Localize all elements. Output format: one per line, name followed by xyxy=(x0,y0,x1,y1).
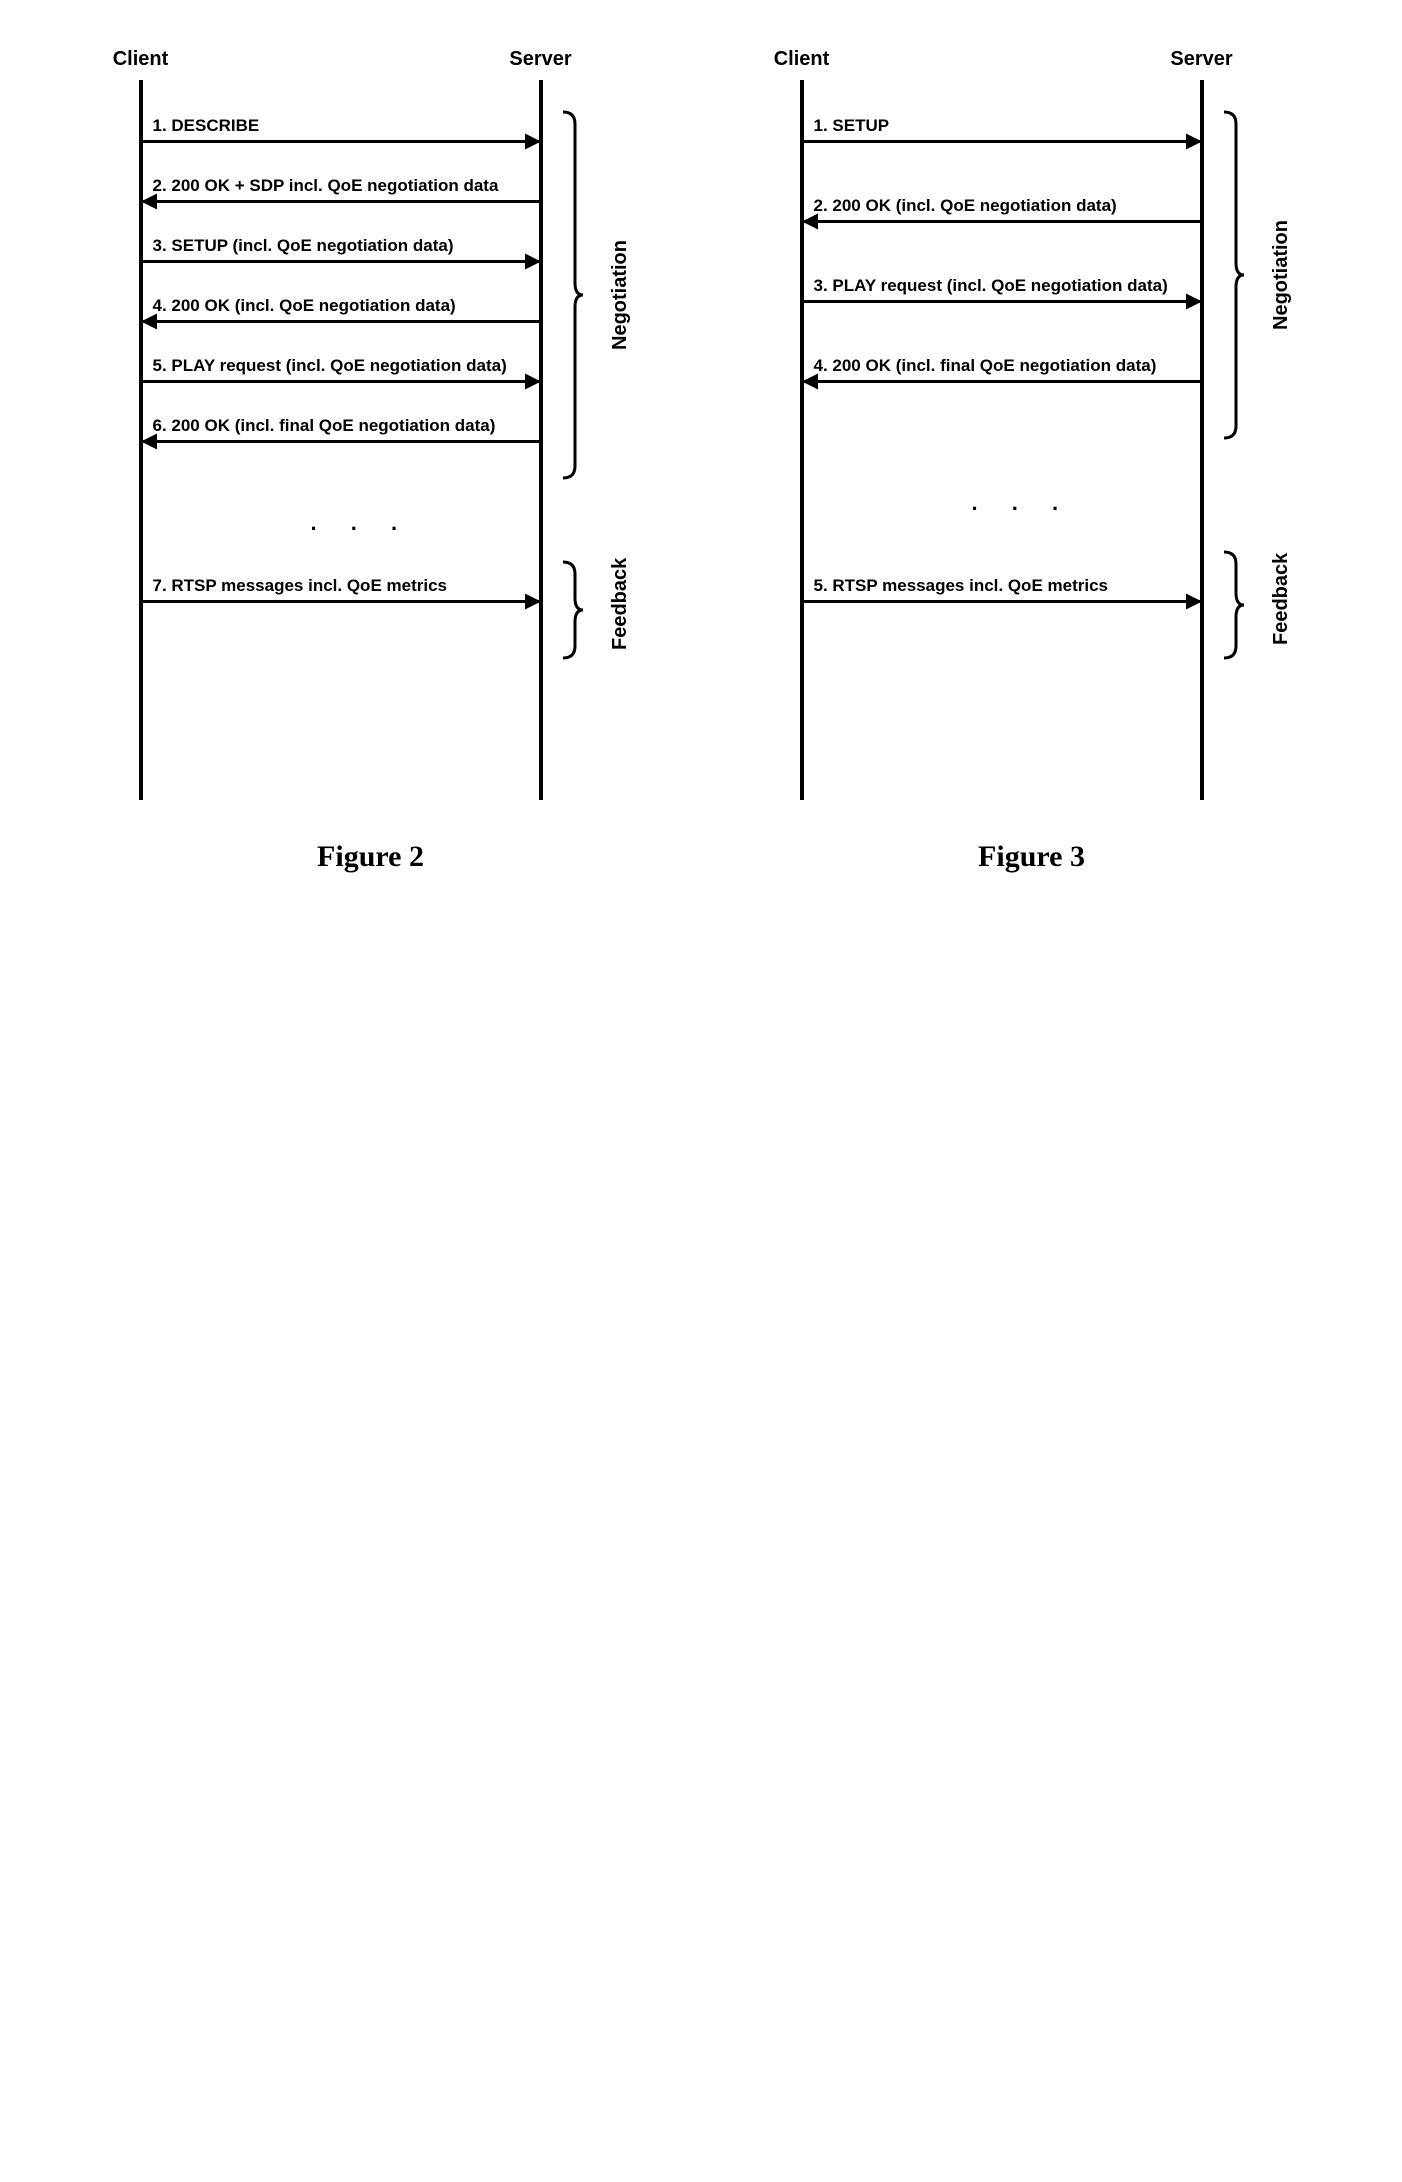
client-label: Client xyxy=(774,48,830,71)
server-label: Server xyxy=(509,48,571,71)
arrow-head-left-icon xyxy=(141,194,157,210)
sequence-diagram-fig2: Client Server 1. DESCRIBE 2. 200 OK + SDP i… xyxy=(91,40,651,800)
brace-label: Feedback xyxy=(609,558,632,650)
message-label: 7. RTSP messages incl. QoE metrics xyxy=(153,576,448,596)
message-label: 3. SETUP (incl. QoE negotiation data) xyxy=(153,236,454,256)
arrow-head-right-icon xyxy=(525,594,541,610)
figure-2: Client Server 1. DESCRIBE 2. 200 OK + SDP i… xyxy=(91,40,651,874)
brace-label: Negotiation xyxy=(609,240,632,350)
brace-icon xyxy=(1222,110,1244,440)
sequence-diagram-fig3: Client Server 1. SETUP 2. 200 OK (incl. QoE… xyxy=(752,40,1312,800)
message-arrow-line xyxy=(804,140,1200,143)
message-arrow-line xyxy=(143,440,539,443)
message-arrow-line xyxy=(143,200,539,203)
figure-2-caption: Figure 2 xyxy=(317,840,424,874)
message-arrow-line xyxy=(143,320,539,323)
message-arrow-line xyxy=(143,260,539,263)
server-lifeline xyxy=(1200,80,1204,800)
arrow-head-left-icon xyxy=(141,314,157,330)
message-label: 5. RTSP messages incl. QoE metrics xyxy=(814,576,1109,596)
arrow-head-right-icon xyxy=(525,254,541,270)
ellipsis-dots: . . . xyxy=(972,490,1073,516)
message-arrow-line xyxy=(804,380,1200,383)
message-label: 6. 200 OK (incl. final QoE negotiation d… xyxy=(153,416,496,436)
client-label: Client xyxy=(113,48,169,71)
brace-icon xyxy=(1222,550,1244,660)
arrow-head-left-icon xyxy=(802,374,818,390)
message-label: 3. PLAY request (incl. QoE negotiation d… xyxy=(814,276,1168,296)
ellipsis-dots: . . . xyxy=(311,510,412,536)
message-label: 2. 200 OK (incl. QoE negotiation data) xyxy=(814,196,1117,216)
message-arrow-line xyxy=(143,380,539,383)
message-label: 4. 200 OK (incl. QoE negotiation data) xyxy=(153,296,456,316)
message-label: 1. SETUP xyxy=(814,116,890,136)
message-arrow-line xyxy=(804,300,1200,303)
arrow-head-right-icon xyxy=(1186,134,1202,150)
brace-label: Feedback xyxy=(1270,553,1293,645)
arrow-head-left-icon xyxy=(802,214,818,230)
message-arrow-line xyxy=(804,220,1200,223)
message-label: 4. 200 OK (incl. final QoE negotiation d… xyxy=(814,356,1157,376)
message-label: 5. PLAY request (incl. QoE negotiation d… xyxy=(153,356,507,376)
arrow-head-right-icon xyxy=(1186,294,1202,310)
message-label: 1. DESCRIBE xyxy=(153,116,260,136)
arrow-head-right-icon xyxy=(525,374,541,390)
server-lifeline xyxy=(539,80,543,800)
message-arrow-line xyxy=(143,600,539,603)
arrow-head-right-icon xyxy=(525,134,541,150)
message-arrow-line xyxy=(143,140,539,143)
figure-3-caption: Figure 3 xyxy=(978,840,1085,874)
message-arrow-line xyxy=(804,600,1200,603)
message-label: 2. 200 OK + SDP incl. QoE negotiation da… xyxy=(153,176,499,196)
brace-icon xyxy=(561,110,583,480)
server-label: Server xyxy=(1170,48,1232,71)
figure-3: Client Server 1. SETUP 2. 200 OK (incl. QoE… xyxy=(752,40,1312,874)
client-lifeline xyxy=(800,80,804,800)
arrow-head-right-icon xyxy=(1186,594,1202,610)
brace-label: Negotiation xyxy=(1270,220,1293,330)
brace-icon xyxy=(561,560,583,660)
arrow-head-left-icon xyxy=(141,434,157,450)
